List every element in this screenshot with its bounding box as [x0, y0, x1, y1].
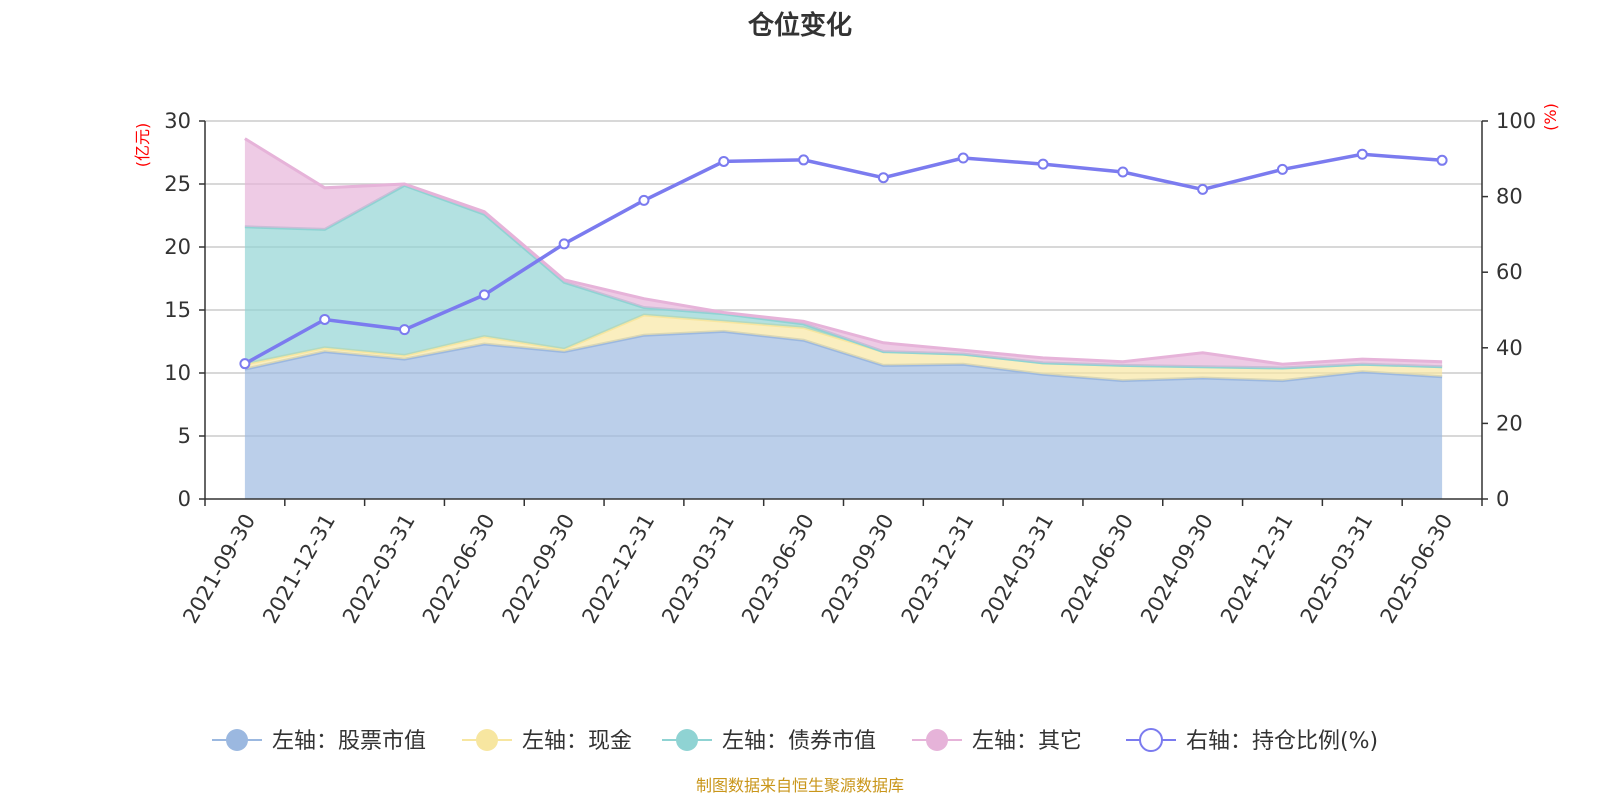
left-axis-tick-label: 20: [164, 235, 191, 259]
x-axis-tick-label: 2021-09-30: [178, 510, 260, 628]
legend-marker: [926, 729, 948, 751]
ratio-point: [1276, 163, 1288, 175]
x-axis-tick-label: 2022-03-31: [338, 510, 420, 628]
x-axis-tick-label: 2022-12-31: [577, 510, 659, 628]
legend-label: 左轴：现金: [522, 729, 632, 754]
legend-label: 右轴：持仓比例(%): [1186, 729, 1378, 754]
area-series-2: [244, 315, 1443, 381]
legend-marker: [676, 729, 698, 751]
right-axis-tick-label: 80: [1496, 185, 1523, 209]
ratio-point: [399, 324, 411, 336]
legend-marker: [1139, 728, 1163, 752]
position-ratio-line: [239, 148, 1448, 370]
x-axis-tick-label: 2021-12-31: [258, 510, 340, 628]
legend-item: 左轴：债券市值: [662, 729, 876, 754]
left-axis-tick-label: 10: [164, 361, 191, 385]
x-axis-tick-label: 2025-06-30: [1376, 510, 1458, 628]
ratio-line-path: [244, 152, 1443, 366]
ratio-point: [1037, 158, 1049, 170]
legend-label: 左轴：债券市值: [722, 729, 876, 754]
left-axis-tick-label: 0: [178, 487, 191, 511]
x-axis-tick-label: 2024-03-31: [976, 510, 1058, 628]
right-axis-tick-label: 100: [1496, 109, 1536, 133]
x-axis-tick-label: 2022-06-30: [418, 510, 500, 628]
x-axis-tick-label: 2023-12-31: [897, 510, 979, 628]
legend-marker: [226, 729, 248, 751]
ratio-point: [558, 238, 570, 250]
ratio-point: [319, 313, 331, 325]
right-axis-tick-label: 40: [1496, 336, 1523, 360]
x-axis-tick-label: 2023-09-30: [817, 510, 899, 628]
stacked-areas: [244, 137, 1443, 499]
x-axis-tick-label: 2023-06-30: [737, 510, 819, 628]
x-axis-tick-label: 2024-09-30: [1136, 510, 1218, 628]
left-axis-unit: (亿元): [133, 123, 152, 168]
ratio-point: [1197, 183, 1209, 195]
ratio-point: [798, 154, 810, 166]
legend-item: 左轴：股票市值: [212, 729, 426, 754]
data-source-note: 制图数据来自恒生聚源数据库: [696, 776, 904, 795]
ratio-point: [957, 152, 969, 164]
x-axis-tick-label: 2024-06-30: [1056, 510, 1138, 628]
area-series-3: [244, 185, 1443, 368]
right-axis-tick-label: 0: [1496, 487, 1509, 511]
legend-item: 左轴：现金: [462, 729, 632, 754]
legend: 左轴：股票市值 左轴：现金 左轴：债券市值 左轴：其它 右轴：持仓比例(%): [212, 728, 1378, 754]
ratio-point: [1436, 154, 1448, 166]
x-axis-tick-label: 2022-09-30: [498, 510, 580, 628]
legend-item: 右轴：持仓比例(%): [1126, 728, 1378, 754]
x-axis-tick-label: 2024-12-31: [1216, 510, 1298, 628]
ratio-point: [718, 155, 730, 167]
ratio-point: [638, 194, 650, 206]
legend-marker: [476, 729, 498, 751]
ratio-point: [877, 172, 889, 184]
legend-label: 左轴：股票市值: [272, 729, 426, 754]
x-axis-tick-label: 2023-03-31: [657, 510, 739, 628]
legend-label: 左轴：其它: [972, 729, 1082, 754]
legend-item: 左轴：其它: [912, 729, 1082, 754]
chart-title: 仓位变化: [747, 10, 852, 41]
ratio-point: [1356, 148, 1368, 160]
right-axis-tick-label: 20: [1496, 411, 1523, 435]
ratio-point: [239, 358, 251, 370]
area-series-4-edge: [244, 137, 1443, 366]
right-axis-tick-label: 60: [1496, 260, 1523, 284]
left-axis-tick-label: 15: [164, 298, 191, 322]
x-axis-tick-label: 2025-03-31: [1296, 510, 1378, 628]
left-axis-tick-label: 30: [164, 109, 191, 133]
left-axis-tick-label: 5: [178, 424, 191, 448]
left-axis-tick-label: 25: [164, 172, 191, 196]
ratio-point: [478, 289, 490, 301]
right-axis-unit: (%): [1541, 103, 1560, 131]
area-series-1: [244, 331, 1443, 499]
ratio-point: [1117, 166, 1129, 178]
